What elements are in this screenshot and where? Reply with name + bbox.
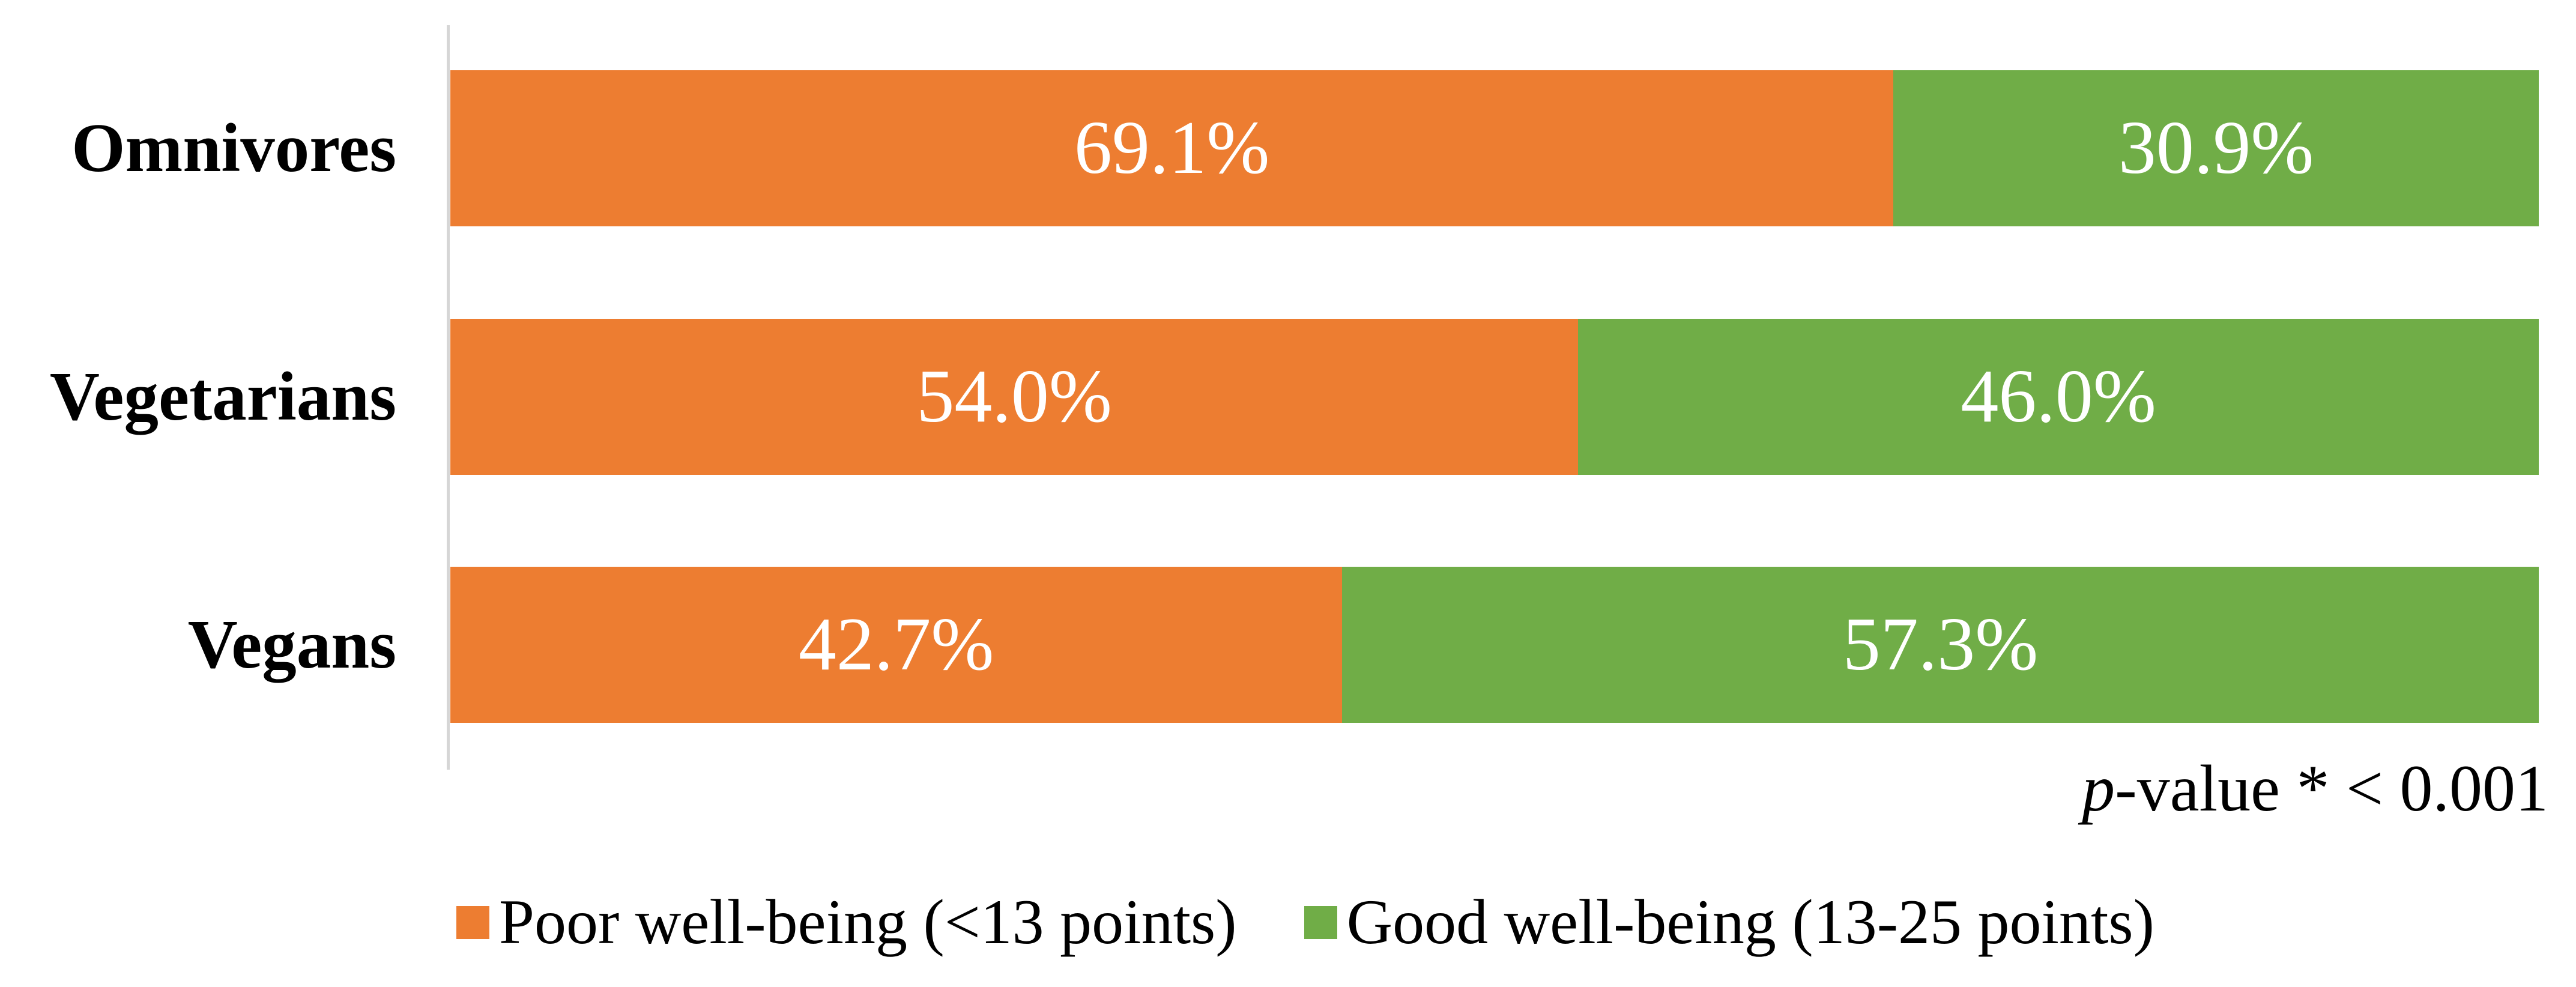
legend-swatch-poor [456,905,489,939]
bar-segment-poor-vegetarians: 54.0% [450,319,1579,475]
bar-segment-poor-omnivores: 69.1% [450,70,1894,226]
value-label-good-omnivores: 30.9% [2118,106,2314,190]
bar-segment-poor-vegans: 42.7% [450,567,1343,723]
chart-legend: Poor well-being (<13 points) Good well-b… [456,886,2154,959]
p-value-annotation: p-value * < 0.001 [2082,750,2548,827]
legend-item-poor: Poor well-being (<13 points) [456,886,1237,959]
bar-track-vegetarians: 54.0% 46.0% [450,319,2539,475]
legend-label-good: Good well-being (13-25 points) [1346,887,2154,957]
value-label-good-vegans: 57.3% [1842,603,2039,686]
category-label-omnivores: Omnivores [71,110,396,186]
bar-segment-good-vegans: 57.3% [1342,567,2539,723]
p-value-italic-p: p [2082,752,2115,825]
bar-row-omnivores: Omnivores 69.1% 30.9% [0,70,2576,226]
legend-swatch-good [1304,905,1337,939]
legend-item-good: Good well-being (13-25 points) [1304,886,2154,959]
category-label-vegetarians: Vegetarians [49,358,396,435]
value-label-good-vegetarians: 46.0% [1961,355,2156,438]
value-label-poor-vegetarians: 54.0% [916,355,1112,438]
category-label-vegans: Vegans [187,606,396,683]
bar-track-vegans: 42.7% 57.3% [450,567,2539,723]
bar-segment-good-vegetarians: 46.0% [1578,319,2539,475]
bar-row-vegetarians: Vegetarians 54.0% 46.0% [0,319,2576,475]
bar-segment-good-omnivores: 30.9% [1893,70,2539,226]
bar-track-omnivores: 69.1% 30.9% [450,70,2539,226]
legend-label-poor: Poor well-being (<13 points) [499,887,1237,957]
bar-row-vegans: Vegans 42.7% 57.3% [0,567,2576,723]
p-value-text: -value * < 0.001 [2115,752,2548,825]
value-label-poor-vegans: 42.7% [798,603,994,686]
category-axis-line [447,25,450,770]
value-label-poor-omnivores: 69.1% [1074,106,1270,190]
